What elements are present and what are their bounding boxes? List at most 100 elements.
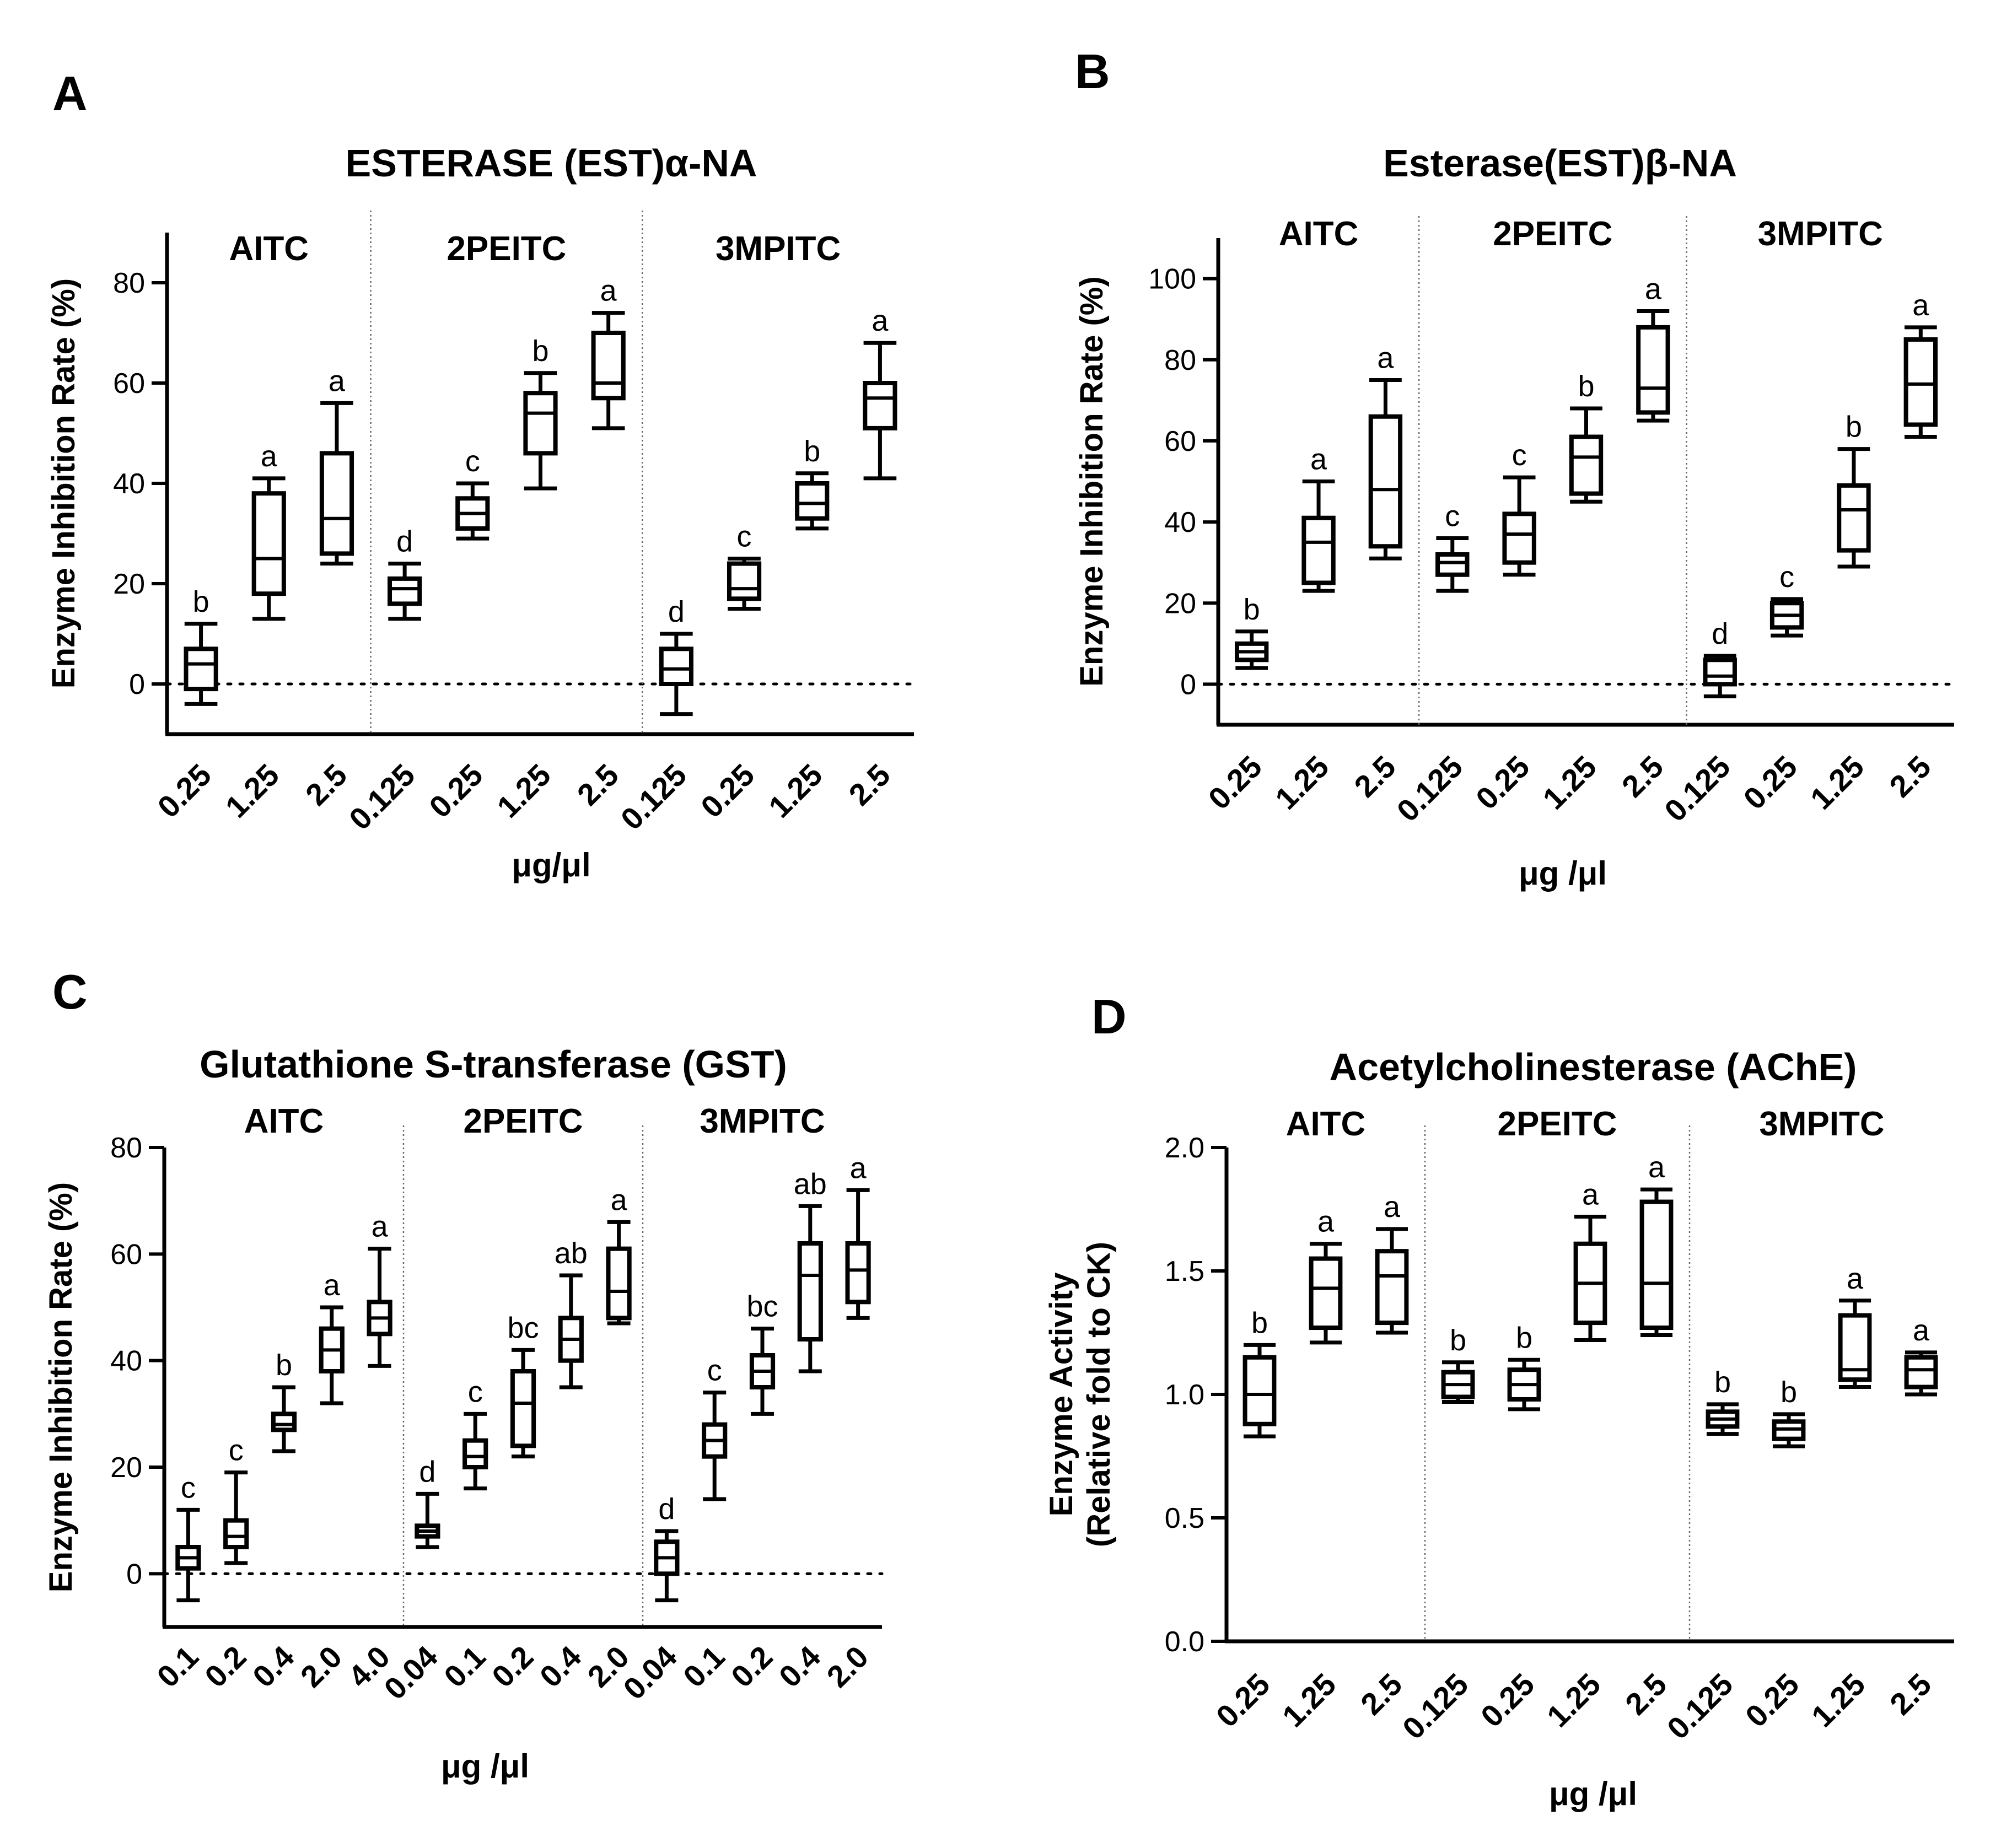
group-label: 3MPITC bbox=[1758, 215, 1883, 253]
group-label: 2PEITC bbox=[1497, 1105, 1617, 1143]
y-tick-label: 80 bbox=[113, 267, 145, 299]
significance-letter: a bbox=[1310, 443, 1327, 476]
y-tick-label: 0 bbox=[126, 1558, 142, 1590]
x-axis-label: μg/μl bbox=[512, 847, 590, 883]
box-plot: c bbox=[702, 1354, 728, 1501]
box-plot: b bbox=[1772, 1376, 1806, 1448]
significance-letter: c bbox=[229, 1434, 244, 1467]
box-plot: a bbox=[319, 364, 354, 566]
x-tick-label: 1.25 bbox=[490, 757, 557, 825]
x-tick-label: 0.25 bbox=[1739, 1667, 1806, 1734]
significance-letter: a bbox=[872, 304, 889, 337]
box-iqr bbox=[1435, 552, 1470, 577]
box-iqr bbox=[184, 646, 218, 692]
box-plot: bc bbox=[507, 1311, 539, 1459]
significance-letter: b bbox=[276, 1349, 292, 1382]
x-axis-label: μg /μl bbox=[1549, 1775, 1637, 1812]
x-tick-label: 0.25 bbox=[694, 757, 761, 825]
y-tick-label: 40 bbox=[110, 1345, 142, 1377]
y-tick-label: 20 bbox=[113, 568, 145, 600]
x-tick-label: 0.2 bbox=[485, 1639, 540, 1694]
y-tick-label: 80 bbox=[1164, 344, 1196, 376]
box-plot: a bbox=[1904, 1314, 1938, 1397]
panel-B: B Esterase(EST)β-NA 0 20 40 60 80 100 Enzyme Inh… bbox=[1074, 44, 1956, 892]
x-tick-label: 1.25 bbox=[1276, 1667, 1343, 1734]
y-tick-label: 40 bbox=[1164, 507, 1196, 538]
significance-letter: a bbox=[1377, 342, 1394, 375]
x-tick-label: 0.04 bbox=[377, 1639, 444, 1706]
y-tick-label: 0.0 bbox=[1165, 1626, 1204, 1658]
significance-letter: a bbox=[329, 364, 346, 397]
significance-letter: c bbox=[707, 1354, 722, 1387]
panel-letter: C bbox=[52, 965, 88, 1019]
y-tick-label: 80 bbox=[110, 1132, 142, 1164]
significance-letter: a bbox=[372, 1210, 389, 1243]
x-tick-label: 0.1 bbox=[437, 1639, 492, 1694]
panel-letter: D bbox=[1091, 989, 1127, 1044]
box-iqr bbox=[319, 451, 354, 556]
box-plot: a bbox=[863, 304, 897, 481]
box-plot: c bbox=[462, 1375, 488, 1491]
box-plot: b bbox=[1234, 593, 1269, 670]
significance-letter: b bbox=[1714, 1366, 1731, 1399]
y-tick-label: 2.0 bbox=[1165, 1132, 1204, 1164]
y-axis-label: Enzyme Inhibition Rate (%) bbox=[43, 1182, 79, 1592]
x-tick-label: 0.4 bbox=[246, 1639, 301, 1694]
x-tick-label: 0.125 bbox=[1390, 749, 1470, 828]
box-plot: d bbox=[654, 1493, 680, 1603]
significance-letter: a bbox=[1645, 272, 1662, 305]
significance-letter: a bbox=[1648, 1151, 1665, 1184]
box-iqr bbox=[1301, 515, 1336, 585]
box-iqr bbox=[845, 1241, 871, 1305]
x-tick-label: 1.25 bbox=[219, 757, 286, 825]
box-iqr bbox=[1309, 1256, 1343, 1330]
panel-A: A ESTERASE (EST)α-NA 0 20 40 60 80 Enzyme Inhib… bbox=[46, 66, 916, 883]
box-iqr bbox=[388, 576, 422, 606]
significance-letter: b bbox=[193, 585, 209, 618]
x-tick-label: 0.4 bbox=[533, 1639, 588, 1694]
box-iqr bbox=[510, 1369, 536, 1448]
group-label: AITC bbox=[229, 230, 309, 268]
box-plot: b bbox=[271, 1349, 297, 1453]
box-plot: d bbox=[1703, 617, 1737, 698]
x-tick-label: 2.5 bbox=[1347, 749, 1402, 804]
box-iqr bbox=[1703, 658, 1737, 687]
y-tick-label: 60 bbox=[1164, 425, 1196, 457]
x-tick-label: 0.25 bbox=[1474, 1667, 1541, 1734]
panel-D: D Acetylcholinesterase (AChE) 0.0 0.5 1.0 1.5… bbox=[1043, 989, 1954, 1812]
significance-letter: d bbox=[396, 525, 413, 558]
x-tick-label: 0.25 bbox=[1209, 1667, 1277, 1734]
box-iqr bbox=[1636, 325, 1670, 415]
chart-title: Glutathione S-transferase (GST) bbox=[200, 1043, 787, 1086]
box-iqr bbox=[1242, 1355, 1277, 1426]
significance-letter: a bbox=[600, 274, 617, 308]
x-tick-label: 1.25 bbox=[762, 757, 829, 825]
significance-letter: c bbox=[1445, 500, 1460, 533]
box-plot: b bbox=[1507, 1321, 1541, 1411]
box-plot: a bbox=[1368, 342, 1403, 561]
significance-letter: a bbox=[850, 1151, 867, 1184]
x-tick-label: 0.4 bbox=[772, 1639, 827, 1694]
box-iqr bbox=[727, 561, 762, 601]
box-iqr bbox=[606, 1246, 632, 1321]
box-iqr bbox=[1904, 1355, 1938, 1389]
x-tick-label: 2.5 bbox=[842, 757, 897, 812]
box-plot: ab bbox=[794, 1167, 827, 1373]
significance-letter: c bbox=[1512, 439, 1527, 472]
box-plot: a bbox=[606, 1183, 632, 1326]
significance-letter: a bbox=[261, 440, 278, 473]
panel-letter: B bbox=[1075, 44, 1110, 99]
significance-letter: bc bbox=[746, 1290, 778, 1323]
x-tick-label: 2.5 bbox=[1882, 749, 1938, 804]
group-label: 3MPITC bbox=[700, 1102, 825, 1140]
significance-letter: c bbox=[737, 520, 752, 553]
box-plot: a bbox=[1639, 1151, 1674, 1337]
panel-C: C Glutathione S-transferase (GST) 0 20 40 60 8… bbox=[43, 965, 884, 1785]
box-plot: a bbox=[319, 1269, 345, 1405]
y-tick-label: 20 bbox=[110, 1452, 142, 1484]
box-plot: d bbox=[659, 595, 693, 716]
significance-letter: d bbox=[419, 1455, 435, 1488]
box-plot: a bbox=[845, 1151, 871, 1320]
x-tick-label: 0.04 bbox=[616, 1639, 684, 1706]
